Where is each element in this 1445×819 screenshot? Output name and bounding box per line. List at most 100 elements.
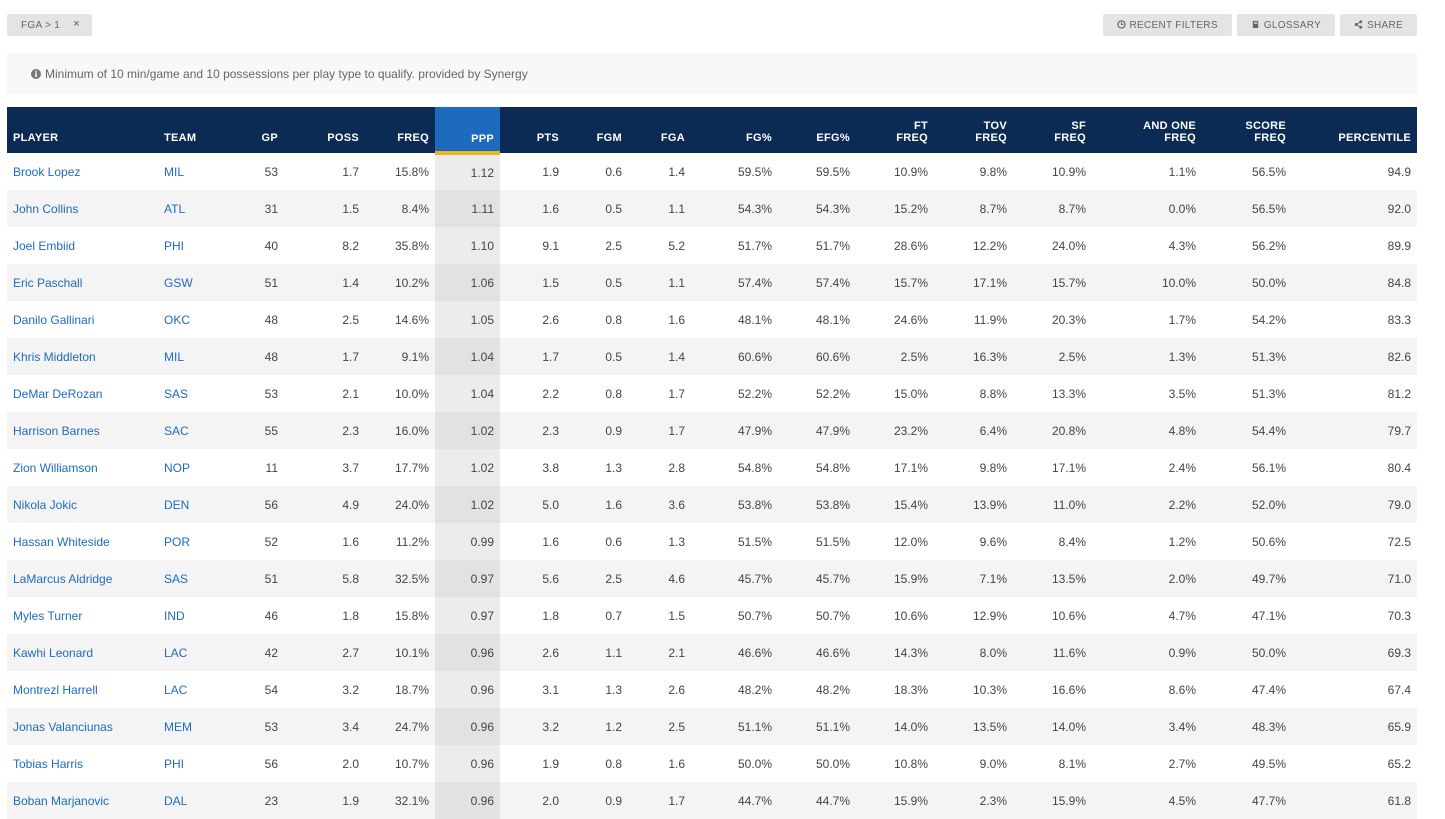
col-header-percentile[interactable]: PERCENTILE: [1292, 107, 1417, 153]
cell-score-freq: 49.7%: [1202, 560, 1292, 597]
player-name-link[interactable]: Kawhi Leonard: [7, 634, 158, 671]
team-link[interactable]: MIL: [164, 164, 185, 179]
cell-fgm: 0.6: [605, 164, 622, 179]
team-link[interactable]: MIL: [158, 338, 226, 375]
cell-tov-freq: 8.7%: [934, 190, 1013, 227]
cell-gp: 51: [226, 560, 284, 597]
cell-pts: 1.5: [500, 264, 565, 301]
recent-filters-button[interactable]: RECENT FILTERS: [1102, 14, 1232, 36]
player-name-link[interactable]: Brook Lopez: [13, 164, 81, 179]
cell-fgm: 0.8: [605, 756, 622, 771]
cell-freq: 35.8%: [394, 238, 429, 253]
team-link[interactable]: MEM: [158, 708, 226, 745]
cell-ppp: 1.10: [435, 227, 500, 264]
col-header-fg-pct[interactable]: FG%: [691, 107, 778, 153]
cell-efg-pct: 51.7%: [815, 238, 850, 253]
team-link[interactable]: LAC: [158, 634, 226, 671]
cell-efg-pct: 50.0%: [815, 756, 850, 771]
team-link[interactable]: SAS: [158, 560, 226, 597]
cell-sf-freq: 10.6%: [1051, 608, 1086, 623]
player-name-link[interactable]: Tobias Harris: [13, 756, 84, 771]
player-name-link[interactable]: Montrezl Harrell: [13, 682, 98, 697]
col-header-efg-pct[interactable]: EFG%: [778, 107, 856, 153]
team-link[interactable]: LAC: [164, 682, 188, 697]
cell-and-one-freq: 4.5%: [1092, 782, 1202, 819]
team-link[interactable]: GSW: [158, 264, 226, 301]
player-name-link[interactable]: LaMarcus Aldridge: [7, 560, 158, 597]
col-header-freq[interactable]: FREQ: [365, 107, 435, 153]
col-header-tov-freq[interactable]: TOV FREQ: [934, 107, 1013, 153]
cell-and-one-freq: 4.7%: [1168, 608, 1196, 623]
cell-percentile: 70.3: [1387, 608, 1411, 623]
cell-and-one-freq: 0.9%: [1092, 634, 1202, 671]
team-link[interactable]: PHI: [164, 238, 185, 253]
cell-percentile: 79.0: [1292, 486, 1417, 523]
cell-fg-pct: 54.8%: [737, 460, 772, 475]
col-header-player[interactable]: PLAYER: [7, 107, 158, 153]
team-link[interactable]: PHI: [164, 756, 185, 771]
player-name-link[interactable]: Joel Embiid: [13, 238, 76, 253]
col-header-team[interactable]: TEAM: [158, 107, 226, 153]
team-link[interactable]: POR: [164, 534, 191, 549]
player-name-link[interactable]: Harrison Barnes: [7, 412, 158, 449]
cell-and-one-freq: 3.4%: [1092, 708, 1202, 745]
filter-chip-fga[interactable]: FGA > 1 ×: [7, 14, 92, 36]
cell-tov-freq: 6.4%: [934, 412, 1013, 449]
cell-pts: 3.8: [542, 460, 559, 475]
team-link[interactable]: DEN: [158, 486, 226, 523]
glossary-button[interactable]: GLOSSARY: [1236, 14, 1336, 36]
cell-ppp: 1.06: [435, 264, 500, 301]
cell-ppp: 0.97: [435, 560, 500, 597]
team-link[interactable]: OKC: [164, 312, 191, 327]
close-icon[interactable]: ×: [73, 18, 80, 30]
col-header-sf-freq[interactable]: SF FREQ: [1013, 107, 1092, 153]
col-header-fgm[interactable]: FGM: [565, 107, 628, 153]
col-header-ft-freq[interactable]: FT FREQ: [856, 107, 934, 153]
player-name-link[interactable]: Eric Paschall: [7, 264, 158, 301]
team-link[interactable]: DAL: [158, 782, 226, 819]
player-name-link[interactable]: Hassan Whiteside: [13, 534, 110, 549]
cell-ft-freq: 15.9%: [856, 560, 934, 597]
table-row: Eric Paschall GSW 51 1.4 10.2% 1.06 1.5 0.5 1.1 5…: [7, 264, 1417, 301]
cell-fga: 3.6: [628, 486, 691, 523]
team-link[interactable]: SAS: [164, 386, 189, 401]
share-button[interactable]: SHARE: [1340, 14, 1417, 36]
cell-and-one-freq: 2.4%: [1168, 460, 1196, 475]
cell-freq: 16.0%: [365, 412, 435, 449]
cell-score-freq: 54.4%: [1202, 412, 1292, 449]
cell-score-freq: 56.1%: [1251, 460, 1286, 475]
player-name-link[interactable]: Nikola Jokic: [7, 486, 158, 523]
cell-tov-freq: 9.8%: [979, 164, 1007, 179]
team-link[interactable]: IND: [164, 608, 185, 623]
player-name-link[interactable]: Khris Middleton: [7, 338, 158, 375]
player-name-link[interactable]: John Collins: [7, 190, 158, 227]
cell-efg-pct: 48.2%: [815, 682, 850, 697]
cell-fgm: 0.5: [565, 338, 628, 375]
player-name-link[interactable]: DeMar DeRozan: [13, 386, 103, 401]
player-name-link[interactable]: Jonas Valanciunas: [7, 708, 158, 745]
col-header-fga[interactable]: FGA: [628, 107, 691, 153]
player-name-link[interactable]: Myles Turner: [13, 608, 83, 623]
cell-fgm: 2.5: [565, 560, 628, 597]
col-header-ppp-sorted[interactable]: PPP: [435, 107, 500, 155]
col-header-gp[interactable]: GP: [226, 107, 284, 153]
col-header-pts[interactable]: PTS: [500, 107, 565, 153]
team-link[interactable]: NOP: [164, 460, 191, 475]
qualification-notice: i Minimum of 10 min/game and 10 possessi…: [7, 53, 1417, 95]
col-header-and-one-freq[interactable]: AND ONE FREQ: [1092, 107, 1202, 153]
col-header-score-freq[interactable]: SCORE FREQ: [1202, 107, 1292, 153]
player-name-link[interactable]: Danilo Gallinari: [13, 312, 95, 327]
player-name-link[interactable]: Zion Williamson: [13, 460, 98, 475]
cell-percentile: 71.0: [1292, 560, 1417, 597]
share-label: SHARE: [1367, 19, 1403, 31]
team-link[interactable]: ATL: [158, 190, 226, 227]
team-link[interactable]: SAC: [158, 412, 226, 449]
cell-freq: 10.7%: [394, 756, 429, 771]
cell-efg-pct: 51.1%: [778, 708, 856, 745]
col-header-poss[interactable]: POSS: [284, 107, 365, 153]
player-name-link[interactable]: Boban Marjanovic: [7, 782, 158, 819]
cell-and-one-freq: 4.8%: [1092, 412, 1202, 449]
cell-and-one-freq: 1.2%: [1168, 534, 1196, 549]
cell-tov-freq: 11.9%: [973, 312, 1007, 327]
cell-freq: 10.0%: [394, 386, 429, 401]
